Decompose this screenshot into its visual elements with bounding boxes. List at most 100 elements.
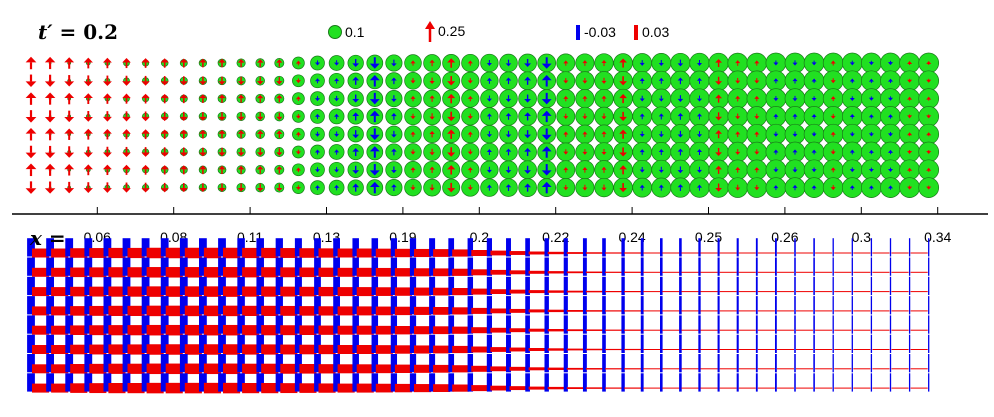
spin-arrow-head <box>83 164 93 170</box>
horizontal-bond <box>127 305 145 316</box>
spin-arrow-head <box>926 96 932 100</box>
vertical-bond <box>870 276 873 296</box>
vertical-bond <box>698 257 701 276</box>
horizontal-bond <box>547 290 565 293</box>
bond-column <box>506 238 527 392</box>
spin-arrow-head <box>218 188 226 192</box>
horizontal-bond <box>719 349 737 350</box>
horizontal-bond <box>643 349 661 350</box>
vertical-bond <box>103 257 112 276</box>
vertical-bond <box>199 315 207 334</box>
spin-arrow-head <box>582 80 588 84</box>
horizontal-bond <box>719 271 737 273</box>
vertical-bond <box>889 257 892 276</box>
spin-arrow-head <box>811 62 817 66</box>
horizontal-bond <box>605 310 623 312</box>
horizontal-bond <box>662 368 680 370</box>
x-axis-label: x = <box>30 226 66 250</box>
spin-arrow-head <box>524 183 531 188</box>
horizontal-bond <box>853 349 871 350</box>
vertical-bond <box>794 296 796 315</box>
vertical-bond <box>218 334 226 353</box>
vertical-bond <box>813 354 815 373</box>
vertical-bond <box>794 276 796 296</box>
spin-arrow-head <box>926 132 932 136</box>
vertical-bond <box>429 276 436 296</box>
spin-arrow-head <box>849 62 855 66</box>
horizontal-bond <box>528 367 546 371</box>
vertical-bond <box>65 354 74 373</box>
vertical-bond <box>390 296 398 315</box>
spin-arrow-head <box>907 96 913 100</box>
spin-arrow-head <box>505 63 512 67</box>
vertical-bond <box>103 238 112 257</box>
spin-arrow-head <box>276 59 283 63</box>
spin-arrow-head <box>352 147 360 152</box>
horizontal-bond <box>242 305 260 316</box>
vertical-bond <box>27 354 35 373</box>
vertical-bond <box>870 296 873 315</box>
horizontal-bond <box>452 288 470 296</box>
vertical-bond <box>122 354 131 373</box>
spin-arrow-head <box>811 169 817 173</box>
horizontal-bond <box>356 306 374 316</box>
horizontal-bond <box>681 349 699 350</box>
spin-arrow-head <box>619 188 627 193</box>
horizontal-bond <box>490 347 508 352</box>
spin-arrow-head <box>141 129 150 134</box>
vertical-bond <box>256 315 264 334</box>
vertical-bond <box>563 354 568 373</box>
vertical-bond <box>294 257 302 276</box>
spin-arrow-head <box>677 184 684 188</box>
vertical-bond <box>544 238 549 257</box>
vertical-bond <box>928 354 930 373</box>
spin-arrow-head <box>295 151 301 155</box>
horizontal-bond <box>738 387 756 389</box>
vertical-bond <box>84 334 93 353</box>
spin-arrow-head <box>505 184 512 188</box>
spin-arrow-head <box>160 165 169 170</box>
vertical-bond <box>179 334 188 353</box>
spin-arrow-head <box>735 151 741 155</box>
spin-arrow-head <box>64 57 75 63</box>
vertical-bond <box>660 276 663 296</box>
vertical-bond <box>908 334 911 353</box>
vertical-bond <box>602 276 606 296</box>
horizontal-bond <box>452 307 470 315</box>
spin-arrow-head <box>25 117 37 123</box>
spin-arrow-head <box>369 134 380 140</box>
spin-arrow-head <box>352 112 360 116</box>
vertical-bond <box>813 257 815 276</box>
legend-negative-label: -0.03 <box>584 24 616 40</box>
vertical-bond <box>314 296 321 315</box>
vertical-bond <box>755 354 758 373</box>
vertical-bond <box>27 276 35 296</box>
spin-arrow-head <box>467 116 473 120</box>
spin-arrow-head <box>773 185 779 189</box>
horizontal-bond <box>242 267 260 278</box>
spin-arrow-head <box>141 93 150 99</box>
vertical-bond <box>103 354 112 373</box>
vertical-bond <box>621 296 625 315</box>
vertical-bond <box>448 315 455 334</box>
horizontal-bond <box>375 248 393 258</box>
vertical-bond <box>794 315 796 334</box>
spin-arrow-head <box>102 152 112 158</box>
vertical-bond <box>774 373 777 392</box>
site-column <box>765 52 787 198</box>
vertical-bond <box>256 276 264 296</box>
spin-arrow-head <box>677 170 684 174</box>
horizontal-bond <box>51 325 69 335</box>
vertical-bond <box>314 373 321 392</box>
spin-arrow-head <box>541 181 552 188</box>
spin-arrow-head <box>447 58 456 63</box>
horizontal-bond <box>223 286 241 297</box>
vertical-bond <box>27 296 35 315</box>
horizontal-bond <box>261 286 279 297</box>
spin-arrow-head <box>276 152 283 156</box>
spin-arrow-head <box>410 187 416 191</box>
vertical-bond <box>736 257 739 276</box>
spin-arrow-head <box>64 81 75 87</box>
title-variable: t′ = <box>38 20 84 44</box>
